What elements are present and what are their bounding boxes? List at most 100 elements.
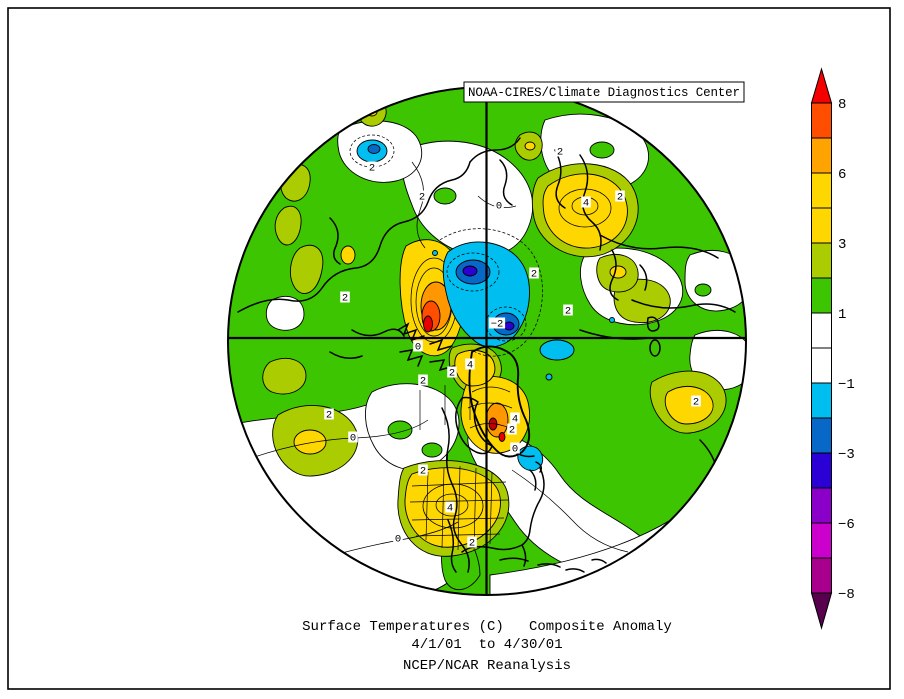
title-box-rect [463,81,745,103]
contour-label-box [417,190,427,202]
contour-label-box [418,464,428,476]
colorbar-arrow-top [810,67,833,104]
contour-label-box [340,291,350,303]
negative-contour-dashed [439,228,543,357]
anomaly-lime [262,358,307,395]
coastline-greenland [468,345,531,458]
green-patch [387,420,413,440]
colorbar-block [811,207,832,244]
contour-label: 2 [326,410,332,422]
contour-ring [558,188,612,228]
contour-label: 2 [531,269,537,281]
contour-label-box [467,536,477,548]
colorbar-block [811,277,832,314]
coastlines [237,137,736,573]
contour-label: 2 [419,192,425,204]
contour-label: 2 [617,192,623,204]
colorbar-block [811,347,832,384]
coastline-caspian [649,339,661,357]
green-patch [589,141,615,159]
contour-label-box [447,366,457,378]
coastline-caribbean [499,557,607,573]
colorbar-tick-labels: 8 6 3 1 −1 −3 −6 −8 [838,97,855,603]
colorbar-block [811,522,832,559]
contour-label-box [488,317,506,329]
coastline-europe [609,249,660,332]
contour-label-box [510,412,520,424]
region-casia-white-2 [684,249,746,312]
caption-line1: Surface Temperatures (C) Composite Anoma… [302,619,672,635]
colorbar-tick-label: 8 [838,97,846,113]
contour-label: 4 [583,198,589,210]
contour-label-box [445,501,455,513]
colorbar-block [811,452,832,489]
colorbar-blocks [811,102,832,594]
colorbar-block [811,382,832,419]
contour-label: 4 [512,414,518,426]
coastline-na-east-gulf [461,467,545,567]
border-us-states [409,465,509,551]
coastline-hudson-bay [455,396,493,455]
contour-label: 2 [469,538,475,550]
contour-label-box [507,423,517,435]
cold-anomaly-greatlakes [517,445,544,472]
colorbar-tick-label: −1 [838,377,855,393]
colorbar-block [811,137,832,174]
contour-label-box [529,267,539,279]
contour-label: 0 [415,342,421,354]
anomaly-gold [340,245,356,265]
title-box: NOAA-CIRES/Climate Diagnostics Center [463,81,745,103]
colorbar-arrow-bottom [810,592,833,630]
zero-contour [411,161,426,249]
contour-label-box [615,190,625,202]
green-patch [421,442,443,458]
contour-label: 2 [449,368,455,380]
contour-label: 0 [512,444,518,456]
colorbar-block [811,172,832,209]
colorbar-block [811,557,832,594]
coastline-bering [329,217,405,359]
caption-line2: 4/1/01 to 4/30/01 [411,637,562,653]
anomaly-orange-core [485,402,509,438]
contour-label: 4 [467,360,473,372]
contour-label: 2 [420,466,426,478]
coastline-arctic-archipelago [397,322,455,372]
coastline-chukotka [469,137,521,206]
cold-anomaly-indigo-core [462,265,478,277]
colorbar-tick-label: 1 [838,307,846,323]
contour-label-box [581,196,591,208]
contour-label-box [555,145,565,157]
contour-label-box [324,408,334,420]
negative-contour-dashed [349,134,395,168]
anomaly-gold [609,265,627,279]
warm-anomaly-greenland [467,386,515,442]
colorbar-tick-label: 3 [838,237,846,253]
contour-label: 2 [693,397,699,409]
contour-label-box [418,374,428,386]
contour-label: 0 [395,534,401,546]
anomaly-gold [524,141,536,151]
contour-ring [435,493,469,517]
colorbar-block [811,242,832,279]
contour-label: −2 [491,319,504,331]
contour-label-box [510,442,520,454]
coastline-na-west [441,407,470,573]
colorbar: 8 6 3 1 −1 −3 −6 −8 [810,67,855,630]
cold-anomaly-dot [545,373,553,381]
anomaly-red-core [498,432,506,442]
contour-label: 2 [342,293,348,305]
anomaly-red-core [423,315,433,333]
green-patch [694,283,712,297]
contour-label: 4 [447,503,453,515]
warm-anomaly-bullseye [410,257,458,343]
anomaly-lime [274,205,302,246]
contour-label: 2 [557,147,563,159]
cold-anomaly-dot [609,317,615,323]
contour-label-box [494,199,504,211]
colorbar-block [811,312,832,349]
caption-line3: NCEP/NCAR Reanalysis [403,658,571,674]
contour-label: 2 [565,306,571,318]
contour-label-box [348,431,358,443]
